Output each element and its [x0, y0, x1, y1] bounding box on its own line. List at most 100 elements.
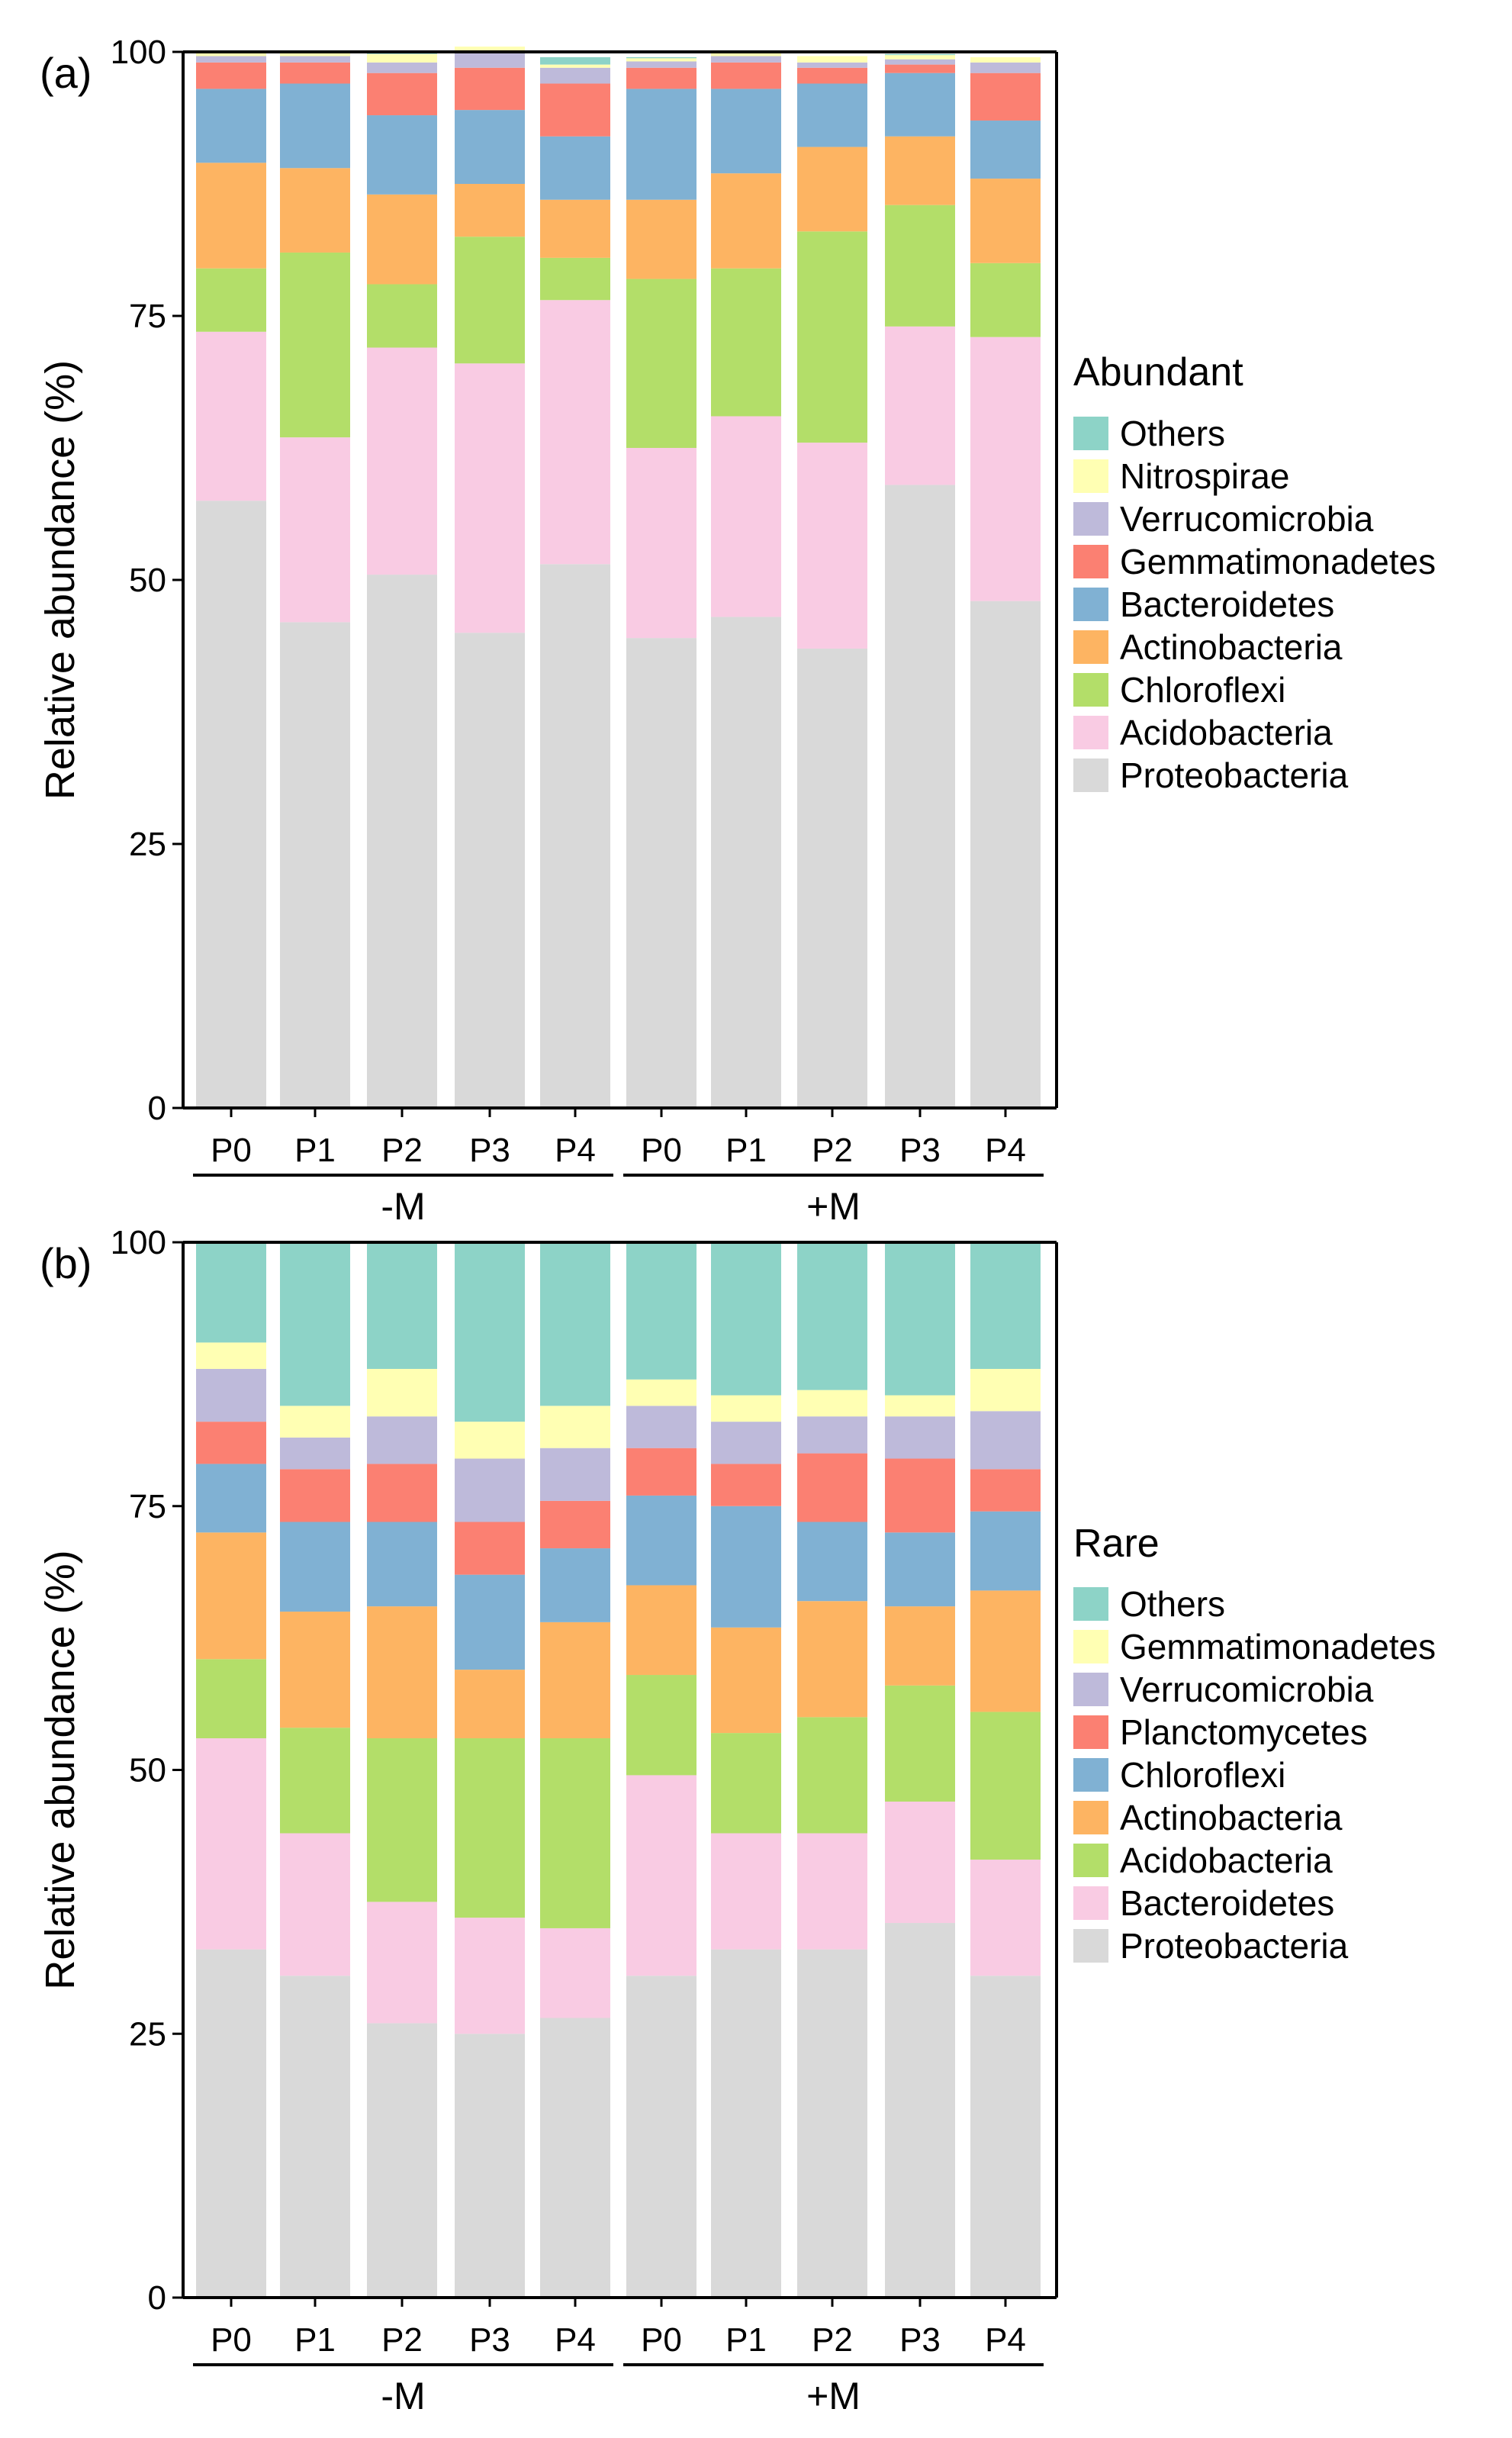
bar-segment-bacteroidetes	[455, 1918, 525, 2034]
legend-swatch	[1073, 1630, 1108, 1663]
bar-segment-bacteroidetes	[711, 89, 781, 174]
y-axis-title: Relative abundance (%)	[37, 360, 83, 800]
bar-segment-proteobacteria	[280, 1976, 350, 2298]
legend-label: Nitrospirae	[1120, 456, 1289, 496]
bar-segment-chloroflexi	[797, 231, 867, 443]
bar-segment-proteobacteria	[626, 638, 696, 1108]
legend-swatch	[1073, 417, 1108, 450]
bar-segment-actinobacteria	[455, 1670, 525, 1739]
bar-segment-bacteroidetes	[970, 120, 1041, 179]
bar-segment-actinobacteria	[885, 136, 955, 205]
bar-segment-chloroflexi	[367, 1522, 437, 1607]
bar-segment-planctomycetes	[367, 1464, 437, 1522]
bar-segment-acidobacteria	[455, 363, 525, 633]
bar-segment-others	[196, 1242, 266, 1343]
bar-segment-verrucomicrobia	[885, 1416, 955, 1459]
bar-segment-gemmatimonadetes	[970, 72, 1041, 121]
legend-swatch	[1073, 1715, 1108, 1749]
bar-segment-others	[540, 56, 610, 65]
legend-swatch	[1073, 716, 1108, 749]
y-tick-label: 75	[129, 1488, 166, 1525]
bar-segment-actinobacteria	[970, 1590, 1041, 1712]
y-tick-label: 50	[129, 562, 166, 599]
bar-segment-acidobacteria	[367, 1738, 437, 1902]
x-tick-label: P3	[469, 2321, 510, 2359]
legend-swatch	[1073, 459, 1108, 493]
x-tick-label: P4	[985, 1132, 1026, 1169]
bar-segment-gemmatimonadetes	[797, 67, 867, 84]
bar-segment-bacteroidetes	[196, 1738, 266, 1950]
bar-segment-verrucomicrobia	[970, 62, 1041, 73]
x-tick-label: P1	[294, 1132, 336, 1169]
bar-segment-gemmatimonadetes	[626, 67, 696, 89]
bar-segment-proteobacteria	[970, 1976, 1041, 2298]
bar-segment-proteobacteria	[885, 1923, 955, 2298]
bar-segment-actinobacteria	[885, 1606, 955, 1686]
bar-segment-actinobacteria	[196, 1532, 266, 1660]
bar-segment-chloroflexi	[540, 257, 610, 301]
legend-label: Planctomycetes	[1120, 1712, 1368, 1752]
bar-segment-acidobacteria	[280, 437, 350, 623]
bar-segment-actinobacteria	[626, 199, 696, 279]
bar-segment-verrucomicrobia	[455, 52, 525, 68]
bar-segment-others	[797, 1242, 867, 1390]
bar-segment-acidobacteria	[885, 326, 955, 485]
x-tick-label: P1	[725, 1132, 767, 1169]
bar-segment-verrucomicrobia	[367, 1416, 437, 1464]
bar-segment-verrucomicrobia	[540, 1448, 610, 1501]
bar-segment-gemmatimonadetes	[280, 62, 350, 84]
bar-segment-nitrospirae	[196, 53, 266, 56]
bar-segment-planctomycetes	[711, 1464, 781, 1506]
legend-swatch	[1073, 588, 1108, 621]
bar-segment-bacteroidetes	[626, 1775, 696, 1976]
bar-segment-bacteroidetes	[455, 110, 525, 184]
y-axis-title: Relative abundance (%)	[37, 1550, 83, 1989]
legend-label: Acidobacteria	[1120, 1841, 1333, 1880]
x-tick-label: P0	[211, 1132, 252, 1169]
legend-label: Others	[1120, 414, 1225, 453]
legend-label: Actinobacteria	[1120, 1798, 1343, 1837]
bar-segment-gemmatimonadetes	[885, 1395, 955, 1417]
bar-segment-actinobacteria	[711, 173, 781, 269]
bar-segment-bacteroidetes	[280, 83, 350, 169]
x-tick-label: P2	[812, 2321, 853, 2359]
bar-segment-proteobacteria	[540, 564, 610, 1108]
bar-segment-bacteroidetes	[797, 83, 867, 147]
bar-segment-chloroflexi	[626, 279, 696, 448]
bar-segment-proteobacteria	[455, 2034, 525, 2298]
bar-segment-acidobacteria	[280, 1728, 350, 1834]
bar-segment-chloroflexi	[626, 1495, 696, 1586]
bar-segment-proteobacteria	[711, 617, 781, 1108]
bar-segment-nitrospirae	[540, 64, 610, 68]
bar-segment-planctomycetes	[970, 1469, 1041, 1512]
bar-segment-others	[885, 53, 955, 56]
x-tick-label: P2	[812, 1132, 853, 1169]
bar-segment-bacteroidetes	[280, 1833, 350, 1976]
legend-label: Bacteroidetes	[1120, 1883, 1334, 1923]
legend-swatch	[1073, 1886, 1108, 1920]
bar-segment-gemmatimonadetes	[367, 72, 437, 116]
bar-segment-others	[367, 1242, 437, 1369]
bar-segment-acidobacteria	[196, 331, 266, 501]
legend-label: Chloroflexi	[1120, 670, 1285, 710]
bar-segment-gemmatimonadetes	[797, 1390, 867, 1417]
bar-segment-gemmatimonadetes	[196, 1342, 266, 1369]
bar-segment-verrucomicrobia	[970, 1411, 1041, 1470]
bar-segment-chloroflexi	[797, 1522, 867, 1602]
bar-segment-proteobacteria	[885, 485, 955, 1108]
panel-label: (b)	[40, 1239, 92, 1287]
bar-segment-bacteroidetes	[970, 1860, 1041, 1976]
bar-segment-verrucomicrobia	[626, 1406, 696, 1448]
bar-segment-gemmatimonadetes	[367, 1368, 437, 1417]
bar-segment-chloroflexi	[455, 1574, 525, 1670]
group-label: -M	[381, 1185, 425, 1228]
x-tick-label: P4	[555, 1132, 596, 1169]
legend-swatch	[1073, 545, 1108, 578]
bar-segment-bacteroidetes	[540, 1928, 610, 2018]
legend-swatch	[1073, 630, 1108, 664]
legend-title: Rare	[1073, 1522, 1160, 1566]
legend-label: Gemmatimonadetes	[1120, 1627, 1436, 1667]
bar-segment-gemmatimonadetes	[711, 62, 781, 89]
legend-swatch	[1073, 673, 1108, 707]
bar-segment-chloroflexi	[280, 252, 350, 438]
